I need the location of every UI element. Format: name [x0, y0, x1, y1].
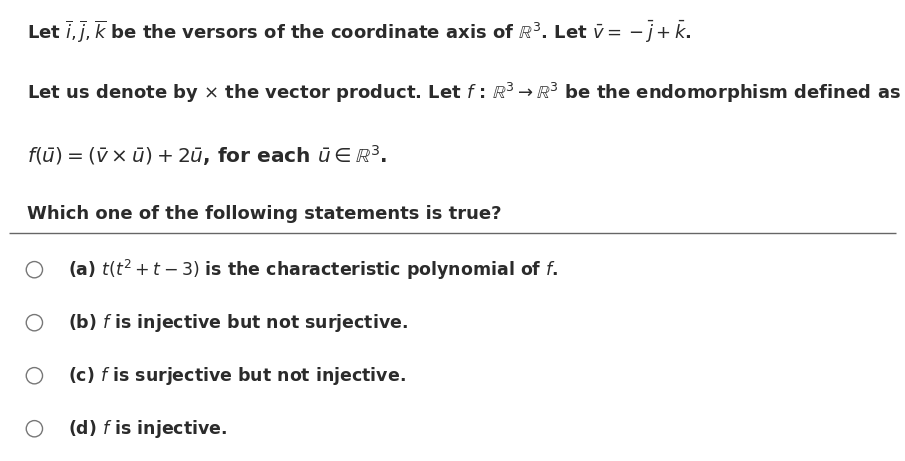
Text: $f(\bar{u}) = (\bar{v} \times \bar{u}) + 2\bar{u}$, for each $\bar{u} \in \mathb: $f(\bar{u}) = (\bar{v} \times \bar{u}) +…	[27, 143, 387, 168]
Text: (c) $f$ is surjective but not injective.: (c) $f$ is surjective but not injective.	[68, 365, 405, 387]
Text: Let us denote by $\times$ the vector product. Let $f$ : $\mathbb{R}^3 \rightarro: Let us denote by $\times$ the vector pro…	[27, 81, 901, 105]
Text: (a) $t(t^2 + t - 3)$ is the characteristic polynomial of $f$.: (a) $t(t^2 + t - 3)$ is the characterist…	[68, 258, 558, 282]
Text: Let $\mathit{\overline{i}},\mathit{\overline{j}}, \mathit{\overline{k}}$ be the : Let $\mathit{\overline{i}},\mathit{\over…	[27, 18, 692, 45]
Text: (b) $f$ is injective but not surjective.: (b) $f$ is injective but not surjective.	[68, 312, 408, 334]
Text: (d) $f$ is injective.: (d) $f$ is injective.	[68, 418, 227, 440]
Text: Which one of the following statements is true?: Which one of the following statements is…	[27, 205, 501, 223]
